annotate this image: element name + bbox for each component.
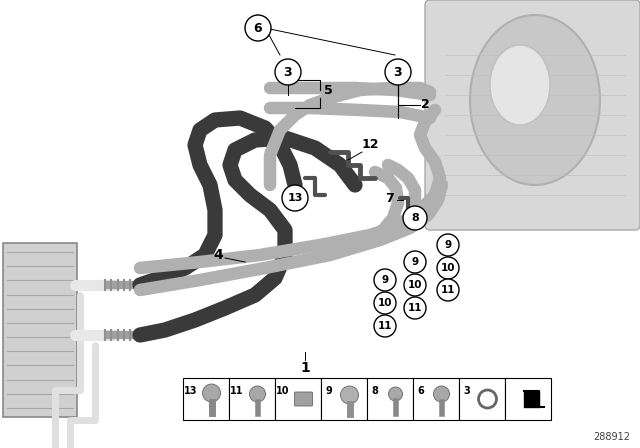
Ellipse shape	[470, 15, 600, 185]
Circle shape	[433, 386, 449, 402]
Ellipse shape	[490, 45, 550, 125]
Circle shape	[275, 59, 301, 85]
Text: 9: 9	[444, 240, 452, 250]
Circle shape	[385, 59, 411, 85]
Bar	[321, 378, 367, 420]
Text: 6: 6	[253, 22, 262, 34]
Circle shape	[374, 269, 396, 291]
Text: 10: 10	[378, 298, 392, 308]
Text: 10: 10	[408, 280, 422, 290]
Circle shape	[388, 387, 403, 401]
Text: 3: 3	[463, 386, 470, 396]
Text: 11: 11	[378, 321, 392, 331]
Bar	[459, 378, 505, 420]
Text: 5: 5	[324, 83, 332, 96]
Circle shape	[437, 279, 459, 301]
FancyBboxPatch shape	[294, 392, 312, 406]
Circle shape	[437, 257, 459, 279]
FancyBboxPatch shape	[425, 0, 640, 230]
Text: 288912: 288912	[593, 432, 630, 442]
Bar	[367, 378, 413, 420]
Circle shape	[437, 234, 459, 256]
Circle shape	[404, 274, 426, 296]
Circle shape	[404, 297, 426, 319]
Circle shape	[340, 386, 358, 404]
Circle shape	[250, 386, 266, 402]
Text: 9: 9	[326, 386, 332, 396]
Bar	[275, 378, 321, 420]
Polygon shape	[524, 391, 538, 407]
Text: 9: 9	[381, 275, 388, 285]
Text: 13: 13	[184, 386, 198, 396]
Bar	[229, 378, 275, 420]
Text: 6: 6	[418, 386, 424, 396]
Text: 2: 2	[420, 99, 429, 112]
Text: 11: 11	[441, 285, 455, 295]
Text: 13: 13	[287, 193, 303, 203]
Circle shape	[403, 206, 427, 230]
Circle shape	[404, 251, 426, 273]
Text: 4: 4	[213, 248, 223, 262]
Text: 3: 3	[284, 65, 292, 78]
Text: 1: 1	[300, 361, 310, 375]
Text: 10: 10	[441, 263, 455, 273]
Bar	[183, 378, 229, 420]
Text: 8: 8	[372, 386, 378, 396]
Text: 11: 11	[408, 303, 422, 313]
Circle shape	[282, 185, 308, 211]
Text: 10: 10	[276, 386, 290, 396]
FancyBboxPatch shape	[3, 243, 77, 417]
Circle shape	[202, 384, 221, 402]
Text: 8: 8	[411, 213, 419, 223]
Bar	[413, 378, 459, 420]
Circle shape	[374, 292, 396, 314]
Circle shape	[374, 315, 396, 337]
Bar	[505, 378, 551, 420]
Text: 9: 9	[412, 257, 419, 267]
Text: 7: 7	[386, 191, 394, 204]
Circle shape	[245, 15, 271, 41]
Text: 12: 12	[361, 138, 379, 151]
Text: 3: 3	[394, 65, 403, 78]
Text: 11: 11	[230, 386, 244, 396]
